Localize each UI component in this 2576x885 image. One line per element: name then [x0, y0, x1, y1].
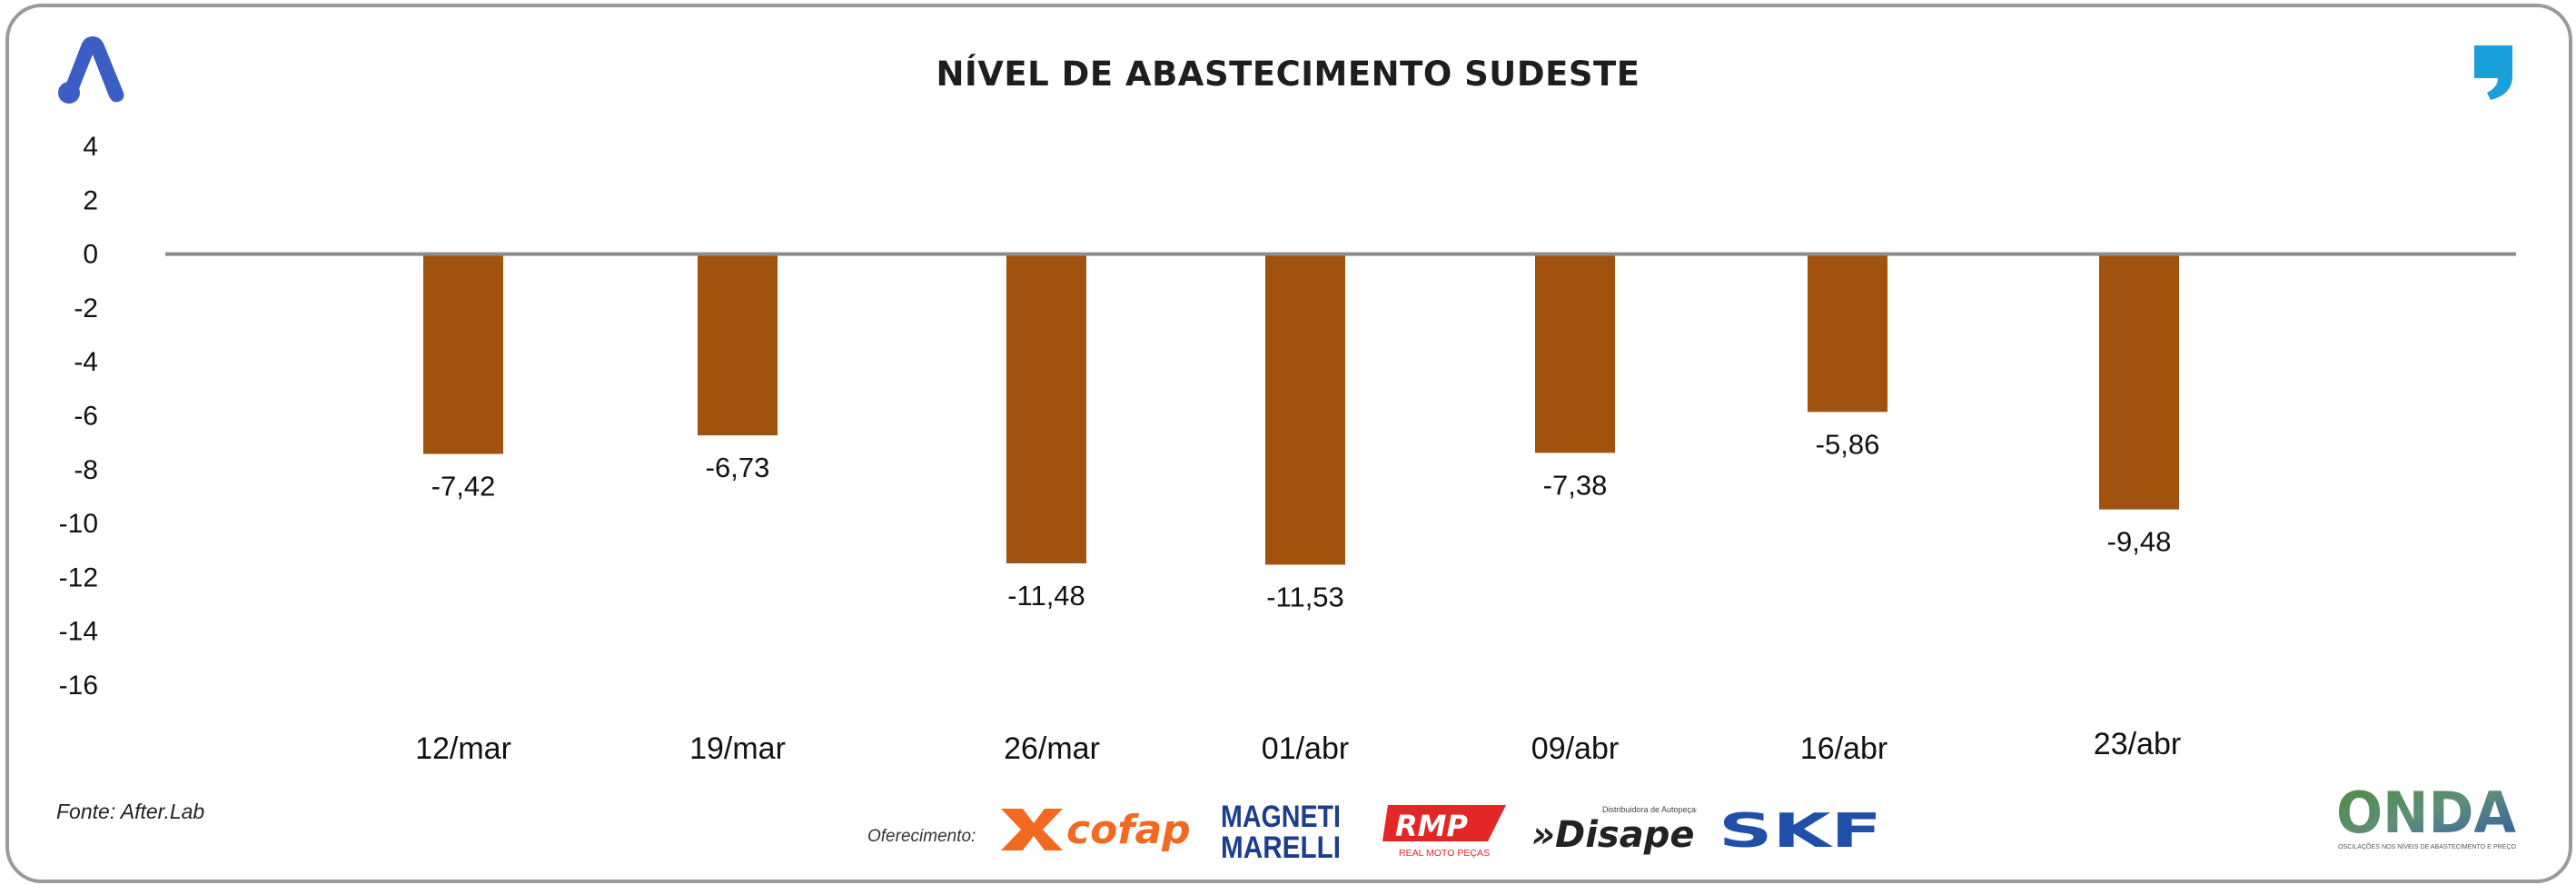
bar: [2099, 254, 2179, 510]
y-tick-label: 4: [83, 132, 98, 162]
category-label: 09/abr: [1531, 731, 1619, 766]
bar: [698, 254, 778, 436]
y-tick-label: -8: [74, 455, 98, 485]
category-label: 01/abr: [1262, 731, 1349, 766]
brand-logo-icon: [58, 36, 124, 104]
svg-text:MAGNETI: MAGNETI: [1221, 800, 1341, 834]
magneti-marelli-logo: MAGNETI MARELLI: [1221, 800, 1341, 861]
category-label: 23/abr: [2094, 727, 2181, 761]
category-label: 19/mar: [689, 731, 786, 766]
y-tick-label: -2: [74, 293, 98, 323]
chart-title: NÍVEL DE ABASTECIMENTO SUDESTE: [936, 55, 1640, 94]
y-tick-label: 0: [83, 240, 98, 270]
svg-text:ONDA: ONDA: [2336, 781, 2516, 846]
bar: [1006, 254, 1086, 563]
y-tick-label: -6: [74, 402, 98, 432]
y-tick-label: 2: [83, 185, 98, 215]
onda-logo: ONDA OSCILAÇÕES NOS NÍVEIS DE ABASTECIME…: [2336, 781, 2517, 850]
bar: [1535, 254, 1615, 453]
svg-text:MARELLI: MARELLI: [1221, 830, 1341, 861]
category-label: 12/mar: [415, 731, 511, 766]
quote-mark-icon: [2474, 45, 2512, 100]
svg-text:Distribuidora de Autopeças: Distribuidora de Autopeças: [1602, 805, 1697, 814]
bar: [1265, 254, 1345, 565]
svg-text:OSCILAÇÕES NOS NÍVEIS DE ABAST: OSCILAÇÕES NOS NÍVEIS DE ABASTECIMENTO E…: [2338, 842, 2517, 850]
data-label: -11,48: [1007, 580, 1085, 612]
skf-logo: SKF: [1719, 804, 1882, 854]
rmp-logo: RMP REAL MOTO PEÇAS: [1382, 805, 1506, 859]
data-label: -11,53: [1266, 581, 1344, 612]
svg-text:cofap: cofap: [1066, 807, 1191, 853]
cofap-logo: cofap: [1001, 807, 1191, 853]
y-tick-label: -12: [59, 562, 98, 592]
y-tick-label: -10: [59, 509, 98, 539]
sponsors-label: Oferecimento:: [867, 827, 976, 846]
bar: [423, 254, 503, 454]
data-label: -9,48: [2107, 526, 2172, 558]
data-label: -7,42: [431, 471, 496, 502]
category-label: 16/abr: [1800, 731, 1887, 766]
source-note: Fonte: After.Lab: [56, 800, 205, 823]
bar: [1808, 254, 1887, 413]
y-tick-label: -14: [59, 617, 98, 647]
svg-text:SKF: SKF: [1719, 804, 1882, 854]
data-label: -6,73: [706, 452, 770, 483]
data-label: -7,38: [1543, 469, 1608, 501]
svg-text:REAL MOTO PEÇAS: REAL MOTO PEÇAS: [1399, 849, 1490, 859]
disape-logo: »Disape Distribuidora de Autopeças: [1531, 805, 1697, 856]
category-label: 26/mar: [1004, 731, 1100, 766]
svg-text:RMP: RMP: [1395, 809, 1468, 843]
svg-text:»Disape: »Disape: [1531, 814, 1694, 856]
y-tick-label: -4: [74, 347, 98, 377]
data-label: -5,86: [1816, 428, 1880, 460]
y-tick-label: -16: [59, 671, 98, 701]
